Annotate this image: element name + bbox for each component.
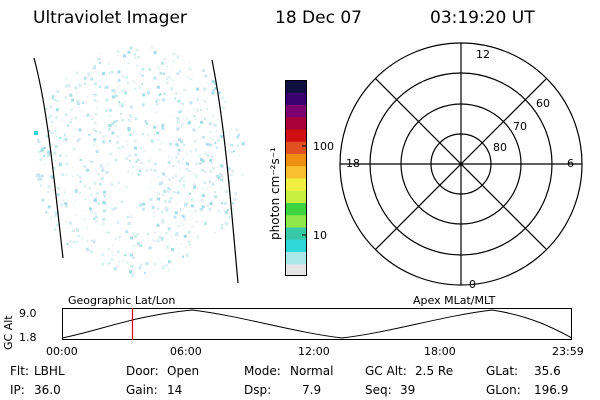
glon-label: GLon: (486, 383, 521, 397)
x-tick-1200: 12:00 (298, 345, 330, 358)
colorbar-tick-10: 10 (313, 229, 327, 242)
instrument-title: Ultraviolet Imager (33, 8, 187, 28)
x-tick-1800: 18:00 (424, 345, 456, 358)
colorbar-cell (285, 165, 307, 179)
colorbar-cell (285, 116, 307, 130)
filter-label: Flt: (10, 364, 29, 378)
gc-alt-tick-min: 1.8 (19, 331, 37, 344)
colorbar-cell (285, 239, 307, 252)
gc-alt-tick-max: 9.0 (19, 307, 37, 320)
mlt-label-6: 6 (567, 157, 574, 170)
glat-label: GLat: (486, 364, 519, 378)
x-tick-0600: 06:00 (170, 345, 202, 358)
glon-value: 196.9 (534, 383, 569, 397)
mode-label: Mode: (244, 364, 281, 378)
lat-label-60: 60 (536, 97, 550, 110)
gc-alt-axis-label: GC Alt (2, 315, 15, 350)
geographic-caption: Geographic Lat/Lon (68, 294, 176, 307)
dsp-value: 7.9 (302, 383, 322, 397)
polar-plot (339, 42, 583, 286)
color-bar (285, 80, 307, 277)
ip-value: 36.0 (34, 383, 61, 397)
colorbar-cell (285, 141, 307, 154)
mlt-label-12: 12 (476, 48, 490, 61)
colorbar-cell (285, 178, 307, 191)
mlt-label-0: 0 (469, 278, 476, 291)
colorbar-cell (285, 227, 307, 240)
date-label: 18 Dec 07 (275, 8, 362, 28)
x-tick-0000: 00:00 (46, 345, 78, 358)
colorbar-cell (285, 251, 307, 265)
ip-label: IP: (10, 383, 25, 397)
seq-label: Seq: (365, 383, 392, 397)
colorbar-cell (285, 104, 307, 118)
dsp-label: Dsp: (244, 383, 272, 397)
altitude-curve (61, 309, 573, 339)
apex-caption: Apex MLat/MLT (413, 294, 496, 307)
filter-value: LBHL (34, 364, 65, 378)
seq-value: 39 (400, 383, 416, 397)
gc-alt-value: 2.5 Re (415, 364, 454, 378)
colorbar-cell (285, 263, 307, 277)
door-value: Open (167, 364, 200, 378)
colorbar-cell (285, 202, 307, 216)
uv-image (33, 46, 245, 284)
limb-curve-right (211, 59, 239, 284)
lat-label-70: 70 (513, 120, 527, 133)
time-label: 03:19:20 UT (430, 8, 535, 28)
mode-value: Normal (290, 364, 334, 378)
lat-label-80: 80 (493, 141, 507, 154)
x-tick-2359: 23:59 (552, 345, 584, 358)
colorbar-tick-100: 100 (313, 140, 334, 153)
colorbar-cell (285, 153, 307, 167)
orbit-altitude-plot (61, 308, 573, 340)
colorbar-cell (285, 214, 307, 228)
limb-curve-left (33, 57, 64, 259)
colorbar-cell (285, 92, 307, 105)
door-label: Door: (126, 364, 159, 378)
gc-alt-label: GC Alt: (365, 364, 407, 378)
colorbar-cell (285, 80, 307, 93)
mlt-label-18: 18 (346, 157, 360, 170)
uv-emission-speckles (34, 46, 245, 277)
gain-value: 14 (167, 383, 183, 397)
colorbar-cell (285, 190, 307, 203)
gain-label: Gain: (126, 383, 158, 397)
colorbar-cell (285, 129, 307, 142)
colorbar-unit-label: photon cm⁻²s⁻¹ (268, 147, 282, 240)
glat-value: 35.6 (534, 364, 561, 378)
